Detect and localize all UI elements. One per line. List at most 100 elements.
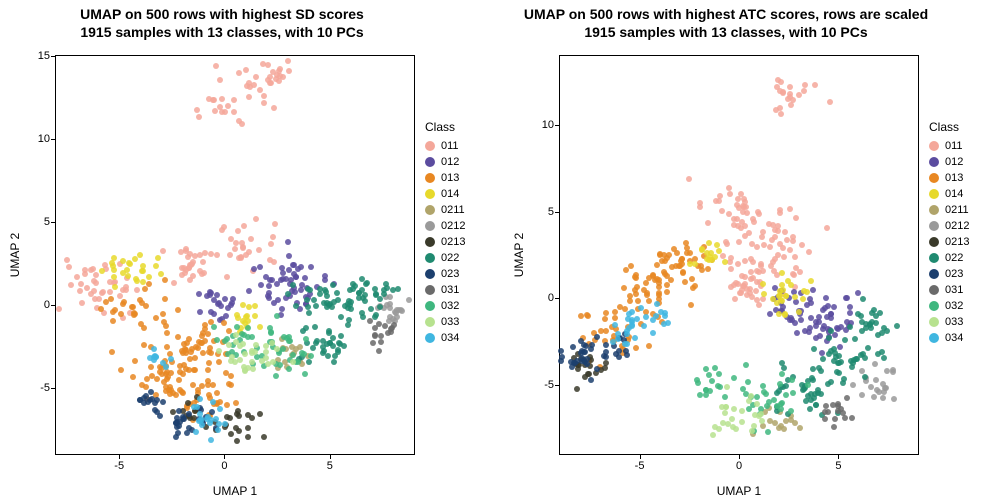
x-axis-label: UMAP 1 bbox=[559, 484, 919, 498]
legend-item: 031 bbox=[425, 282, 465, 298]
scatter-point bbox=[727, 191, 733, 197]
scatter-point bbox=[731, 375, 737, 381]
scatter-point bbox=[788, 102, 794, 108]
legend-swatch bbox=[425, 333, 435, 343]
scatter-point bbox=[390, 316, 396, 322]
scatter-point bbox=[584, 356, 590, 362]
scatter-point bbox=[164, 330, 170, 336]
scatter-point bbox=[188, 349, 194, 355]
scatter-point bbox=[111, 267, 117, 273]
scatter-point bbox=[764, 403, 770, 409]
legend-item: 033 bbox=[929, 314, 969, 330]
scatter-point bbox=[760, 281, 766, 287]
scatter-point bbox=[654, 301, 660, 307]
scatter-point bbox=[144, 376, 150, 382]
scatter-point bbox=[377, 304, 383, 310]
scatter-point bbox=[197, 268, 203, 274]
scatter-point bbox=[778, 401, 784, 407]
legend-label: 014 bbox=[441, 188, 459, 200]
scatter-point bbox=[706, 372, 712, 378]
scatter-point bbox=[197, 309, 203, 315]
scatter-point bbox=[222, 296, 228, 302]
scatter-point bbox=[298, 264, 304, 270]
scatter-point bbox=[302, 371, 308, 377]
scatter-point bbox=[376, 348, 382, 354]
scatter-point bbox=[129, 304, 135, 310]
scatter-point bbox=[625, 316, 631, 322]
scatter-point bbox=[338, 333, 344, 339]
scatter-point bbox=[224, 274, 230, 280]
scatter-point bbox=[308, 264, 314, 270]
scatter-point bbox=[865, 345, 871, 351]
scatter-point bbox=[777, 207, 783, 213]
legend-item: 023 bbox=[929, 266, 969, 282]
scatter-point bbox=[268, 241, 274, 247]
scatter-point bbox=[208, 437, 214, 443]
legend-label: 034 bbox=[441, 332, 459, 344]
y-axis-label: UMAP 2 bbox=[512, 55, 526, 455]
scatter-point bbox=[598, 328, 604, 334]
scatter-point bbox=[157, 413, 163, 419]
legend-label: 022 bbox=[945, 252, 963, 264]
scatter-point bbox=[650, 273, 656, 279]
scatter-point bbox=[574, 386, 580, 392]
scatter-point bbox=[293, 274, 299, 280]
legend-swatch bbox=[425, 189, 435, 199]
scatter-point bbox=[103, 299, 109, 305]
scatter-point bbox=[155, 255, 161, 261]
scatter-point bbox=[252, 349, 258, 355]
scatter-point bbox=[787, 247, 793, 253]
plot-area: -505-5051015 bbox=[55, 55, 415, 455]
legend-swatch bbox=[425, 317, 435, 327]
scatter-point bbox=[622, 341, 628, 347]
legend-swatch bbox=[425, 301, 435, 311]
scatter-point bbox=[710, 432, 716, 438]
scatter-point bbox=[372, 332, 378, 338]
scatter-point bbox=[732, 296, 738, 302]
scatter-point bbox=[808, 278, 814, 284]
scatter-point bbox=[723, 239, 729, 245]
scatter-point bbox=[796, 92, 802, 98]
scatter-point bbox=[674, 250, 680, 256]
scatter-point bbox=[777, 288, 783, 294]
scatter-point bbox=[688, 302, 694, 308]
right-panel: UMAP on 500 rows with highest ATC scores… bbox=[504, 0, 1008, 504]
scatter-point bbox=[221, 224, 227, 230]
scatter-point bbox=[160, 311, 166, 317]
legend-label: 031 bbox=[441, 284, 459, 296]
scatter-point bbox=[653, 313, 659, 319]
scatter-point bbox=[641, 323, 647, 329]
scatter-point bbox=[779, 270, 785, 276]
scatter-point bbox=[225, 305, 231, 311]
scatter-point bbox=[741, 204, 747, 210]
legend-item: 0213 bbox=[929, 234, 969, 250]
y-tick-label: 0 bbox=[548, 292, 554, 304]
scatter-point bbox=[761, 389, 767, 395]
scatter-point bbox=[646, 343, 652, 349]
scatter-point bbox=[733, 426, 739, 432]
legend-swatch bbox=[929, 189, 939, 199]
scatter-point bbox=[629, 323, 635, 329]
legend-label: 032 bbox=[945, 300, 963, 312]
scatter-point bbox=[237, 357, 243, 363]
scatter-point bbox=[197, 411, 203, 417]
scatter-point bbox=[692, 283, 698, 289]
scatter-point bbox=[703, 392, 709, 398]
scatter-point bbox=[120, 270, 126, 276]
scatter-point bbox=[682, 279, 688, 285]
scatter-point bbox=[199, 422, 205, 428]
scatter-point bbox=[107, 289, 113, 295]
scatter-point bbox=[705, 266, 711, 272]
y-tick-label: 5 bbox=[548, 206, 554, 218]
scatter-point bbox=[176, 377, 182, 383]
scatter-point bbox=[323, 289, 329, 295]
legend-label: 033 bbox=[441, 316, 459, 328]
scatter-point bbox=[815, 387, 821, 393]
plot-title: UMAP on 500 rows with highest SD scores … bbox=[0, 6, 444, 41]
scatter-point bbox=[210, 399, 216, 405]
scatter-point bbox=[134, 278, 140, 284]
scatter-point bbox=[240, 302, 246, 308]
scatter-point bbox=[796, 309, 802, 315]
scatter-point bbox=[310, 345, 316, 351]
y-axis-label: UMAP 2 bbox=[8, 55, 22, 455]
